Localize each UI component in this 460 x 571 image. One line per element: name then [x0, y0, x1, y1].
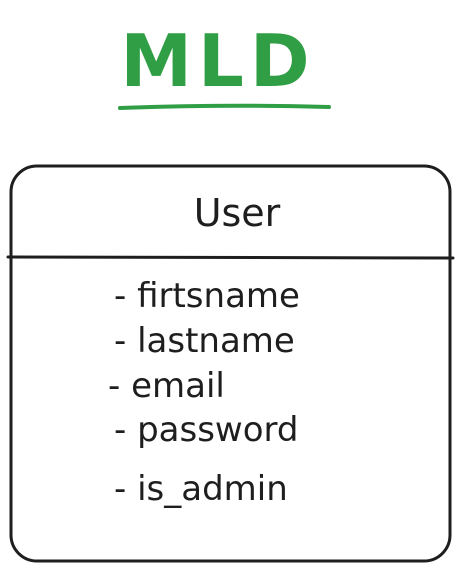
diagram-title: MLD: [120, 19, 315, 103]
attribute-is-admin: - is_admin: [114, 469, 288, 509]
title-underline: [118, 103, 331, 110]
attribute-lastname: - lastname: [114, 321, 295, 361]
attribute-email: - email: [108, 366, 225, 406]
attribute-firtsname: - firtsname: [114, 276, 300, 316]
entity-divider: [6, 255, 455, 260]
attribute-password: - password: [114, 410, 299, 450]
entity-name: User: [194, 191, 281, 235]
entity-box: [9, 164, 452, 563]
